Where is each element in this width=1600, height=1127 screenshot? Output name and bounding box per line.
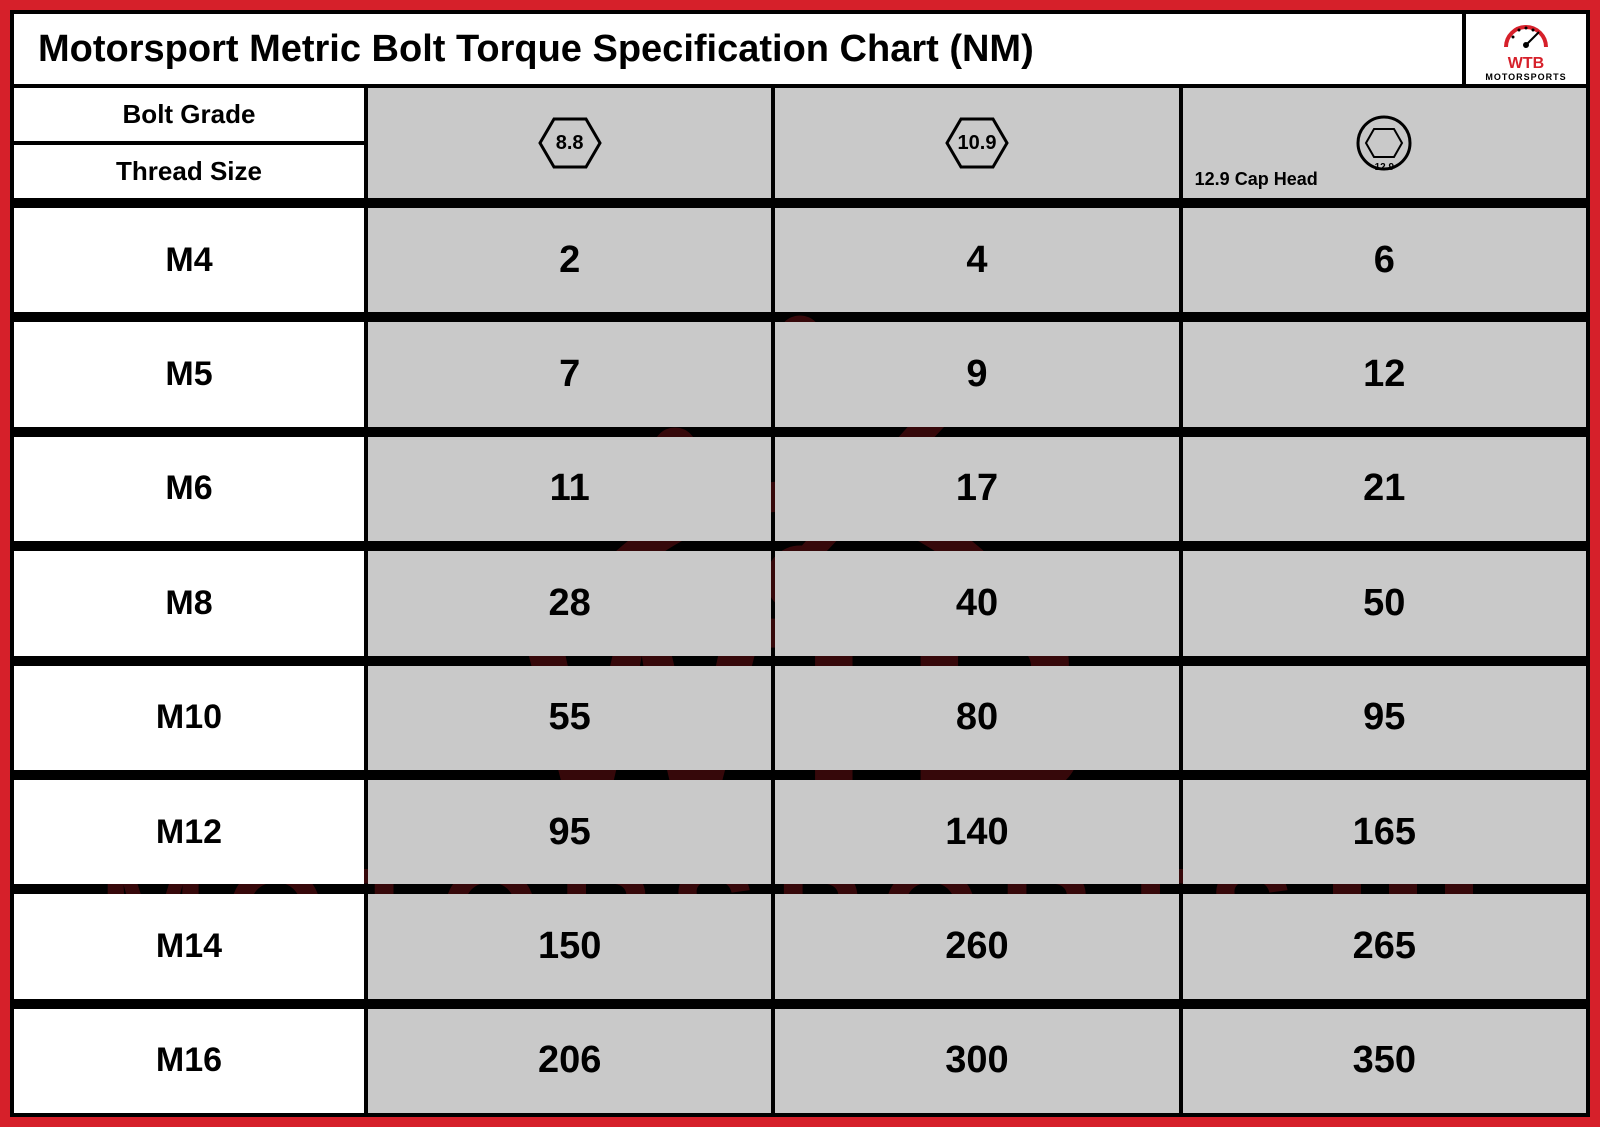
table-row: M4 2 4 6 [14,208,1586,312]
torque-value: 80 [775,666,1178,770]
table-row: M6 11 17 21 [14,437,1586,541]
table-row: M12 95 140 165 [14,780,1586,884]
content-area: WTB MOTORSPORTS Motorsport Metric Bolt T… [14,14,1586,1113]
thread-size-label: M10 [14,666,364,770]
header-grade-1: 10.9 [775,88,1178,198]
torque-value: 95 [1183,666,1586,770]
header-bolt-grade: Bolt Grade [14,88,364,141]
torque-table: Motorsport Metric Bolt Torque Specificat… [14,14,1586,1113]
cap-head-caption: 12.9 Cap Head [1195,169,1318,190]
thread-size-label: M8 [14,551,364,655]
chart-title: Motorsport Metric Bolt Torque Specificat… [14,14,1462,84]
torque-value: 11 [368,437,771,541]
grade-label-1: 10.9 [958,132,997,155]
thread-size-label: M12 [14,780,364,884]
brand-name: WTB [1485,56,1566,72]
torque-value: 95 [368,780,771,884]
torque-value: 21 [1183,437,1586,541]
thread-size-label: M16 [14,1009,364,1113]
header-grade-0: 8.8 [368,88,771,198]
header-grade-2: 12.9 12.9 Cap Head [1183,88,1586,198]
torque-value: 260 [775,894,1178,998]
torque-value: 265 [1183,894,1586,998]
torque-value: 2 [368,208,771,312]
thread-size-label: M6 [14,437,364,541]
torque-value: 300 [775,1009,1178,1113]
title-row: Motorsport Metric Bolt Torque Specificat… [14,14,1586,84]
torque-value: 206 [368,1009,771,1113]
header-row: Bolt Grade Thread Size 8.8 10.9 [14,88,1586,198]
torque-value: 6 [1183,208,1586,312]
hex-bolt-icon: 10.9 [945,115,1009,171]
table-row: M16 206 300 350 [14,1009,1586,1113]
torque-value: 12 [1183,322,1586,426]
thread-size-label: M5 [14,322,364,426]
table-row: M10 55 80 95 [14,666,1586,770]
thread-size-label: M4 [14,208,364,312]
torque-value: 17 [775,437,1178,541]
torque-value: 150 [368,894,771,998]
chart-frame: WTB MOTORSPORTS Motorsport Metric Bolt T… [0,0,1600,1127]
header-thread-size: Thread Size [14,145,364,198]
gauge-icon [1501,17,1551,51]
torque-value: 7 [368,322,771,426]
hex-bolt-icon: 8.8 [538,115,602,171]
torque-value: 350 [1183,1009,1586,1113]
header-left: Bolt Grade Thread Size [14,88,364,198]
table-row: M14 150 260 265 [14,894,1586,998]
cap-head-icon: 12.9 [1352,115,1416,171]
thread-size-label: M14 [14,894,364,998]
table-row: M5 7 9 12 [14,322,1586,426]
torque-value: 4 [775,208,1178,312]
torque-value: 165 [1183,780,1586,884]
torque-value: 140 [775,780,1178,884]
brand-subtitle: MOTORSPORTS [1485,72,1566,82]
data-rows: M4 2 4 6 M5 7 9 12 M6 11 17 21 [14,208,1586,1113]
torque-value: 9 [775,322,1178,426]
torque-value: 55 [368,666,771,770]
torque-value: 50 [1183,551,1586,655]
grade-label-0: 8.8 [556,132,584,155]
table-row: M8 28 40 50 [14,551,1586,655]
brand-logo: WTB MOTORSPORTS [1466,14,1586,84]
torque-value: 28 [368,551,771,655]
grade-label-2: 12.9 [1375,162,1394,173]
torque-value: 40 [775,551,1178,655]
